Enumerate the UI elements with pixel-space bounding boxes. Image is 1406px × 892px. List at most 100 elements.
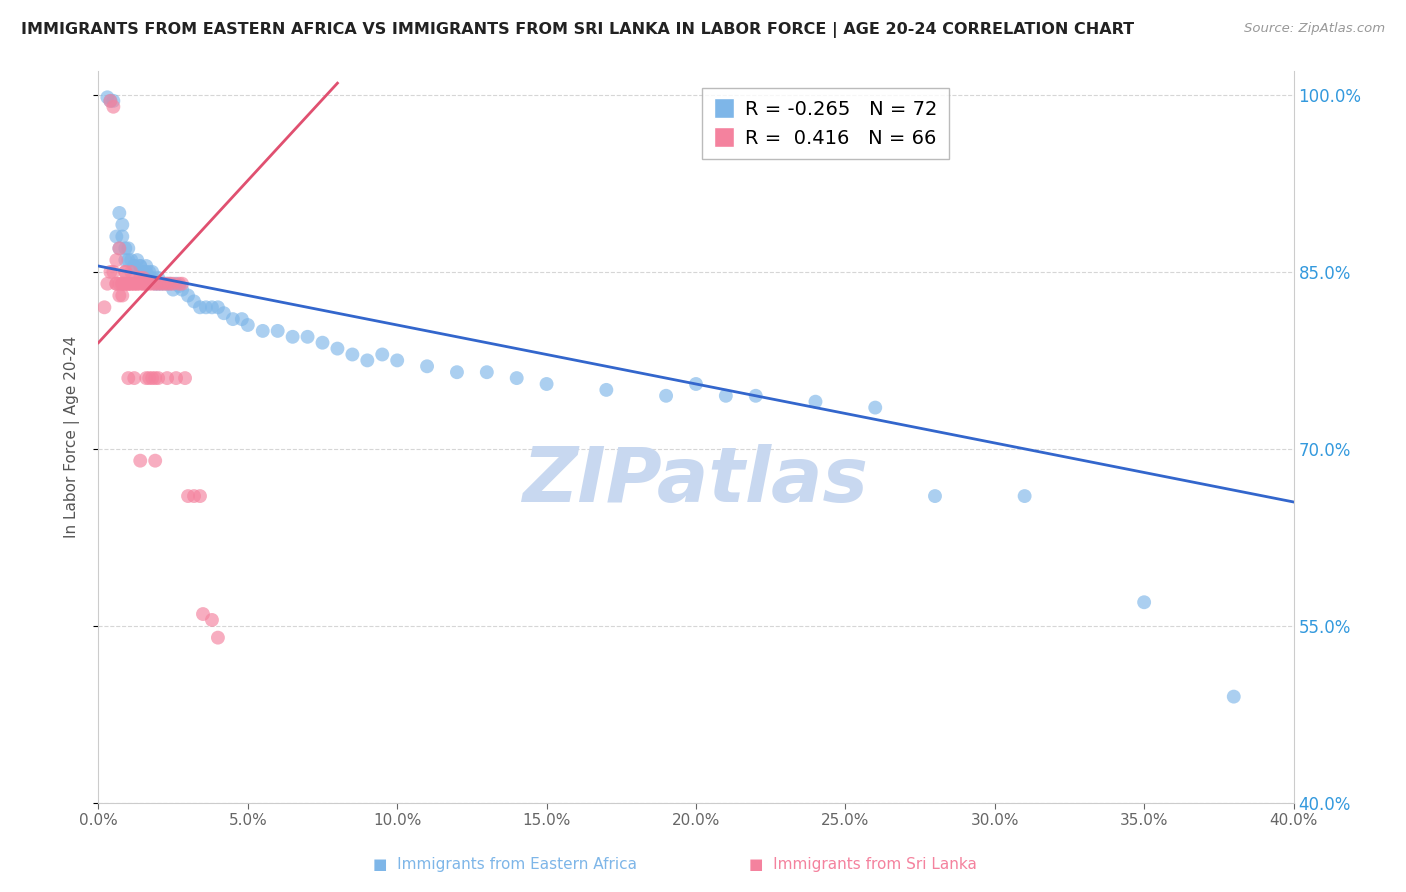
Point — [177, 489, 200, 503]
Point — [162, 283, 184, 297]
Point — [356, 353, 378, 368]
Point — [297, 330, 319, 344]
Point — [143, 277, 166, 291]
Point — [172, 277, 194, 291]
Point — [111, 288, 134, 302]
Point — [120, 265, 142, 279]
Point — [111, 277, 134, 291]
Point — [148, 277, 170, 291]
Point — [141, 270, 163, 285]
Point — [108, 277, 131, 291]
Point — [114, 265, 136, 279]
Point — [108, 206, 131, 220]
Point — [153, 277, 176, 291]
Point — [162, 277, 184, 291]
Point — [165, 371, 187, 385]
Point — [105, 253, 128, 268]
Point — [135, 265, 157, 279]
Point — [924, 489, 946, 503]
Point — [416, 359, 439, 374]
Point — [117, 371, 139, 385]
Text: Source: ZipAtlas.com: Source: ZipAtlas.com — [1244, 22, 1385, 36]
Point — [98, 94, 122, 108]
Point — [141, 371, 163, 385]
Point — [281, 330, 304, 344]
Point — [98, 265, 122, 279]
Point — [156, 277, 179, 291]
Point — [117, 277, 139, 291]
Point — [655, 389, 678, 403]
Point — [117, 277, 139, 291]
Point — [105, 277, 128, 291]
Point — [188, 489, 211, 503]
Point — [129, 453, 152, 467]
Point — [311, 335, 333, 350]
Point — [191, 607, 214, 621]
Point — [124, 259, 146, 273]
Point — [103, 100, 125, 114]
Legend: R = -0.265   N = 72, R =  0.416   N = 66: R = -0.265 N = 72, R = 0.416 N = 66 — [703, 88, 949, 160]
Point — [127, 277, 149, 291]
Point — [165, 277, 187, 291]
Point — [114, 253, 136, 268]
Point — [207, 631, 229, 645]
Point — [342, 347, 364, 361]
Point — [595, 383, 617, 397]
Point — [129, 270, 152, 285]
Point — [195, 301, 218, 315]
Point — [865, 401, 887, 415]
Point — [117, 253, 139, 268]
Point — [1014, 489, 1036, 503]
Point — [114, 277, 136, 291]
Point — [1133, 595, 1156, 609]
Point — [129, 259, 152, 273]
Point — [105, 229, 128, 244]
Text: ■  Immigrants from Sri Lanka: ■ Immigrants from Sri Lanka — [749, 856, 977, 871]
Point — [127, 270, 149, 285]
Point — [129, 259, 152, 273]
Point — [745, 389, 768, 403]
Point — [120, 277, 142, 291]
Point — [108, 288, 131, 302]
Point — [156, 371, 179, 385]
Point — [183, 294, 205, 309]
Point — [236, 318, 259, 332]
Point — [114, 277, 136, 291]
Point — [150, 277, 173, 291]
Point — [132, 277, 155, 291]
Point — [124, 371, 146, 385]
Point — [103, 94, 125, 108]
Point — [475, 365, 498, 379]
Point — [153, 277, 176, 291]
Point — [108, 241, 131, 255]
Point — [103, 265, 125, 279]
Point — [222, 312, 245, 326]
Point — [135, 259, 157, 273]
Point — [124, 259, 146, 273]
Point — [117, 277, 139, 291]
Text: IMMIGRANTS FROM EASTERN AFRICA VS IMMIGRANTS FROM SRI LANKA IN LABOR FORCE | AGE: IMMIGRANTS FROM EASTERN AFRICA VS IMMIGR… — [21, 22, 1135, 38]
Point — [150, 277, 173, 291]
Point — [127, 277, 149, 291]
Point — [167, 279, 190, 293]
Point — [138, 270, 160, 285]
Point — [132, 265, 155, 279]
Point — [714, 389, 737, 403]
Point — [385, 353, 409, 368]
Point — [114, 265, 136, 279]
Point — [326, 342, 349, 356]
Point — [93, 301, 115, 315]
Point — [183, 489, 205, 503]
Point — [212, 306, 235, 320]
Point — [135, 277, 157, 291]
Point — [231, 312, 253, 326]
Text: ■  Immigrants from Eastern Africa: ■ Immigrants from Eastern Africa — [373, 856, 637, 871]
Point — [111, 229, 134, 244]
Point — [371, 347, 394, 361]
Point — [120, 253, 142, 268]
Point — [138, 277, 160, 291]
Point — [132, 270, 155, 285]
Point — [114, 241, 136, 255]
Point — [105, 277, 128, 291]
Point — [141, 277, 163, 291]
